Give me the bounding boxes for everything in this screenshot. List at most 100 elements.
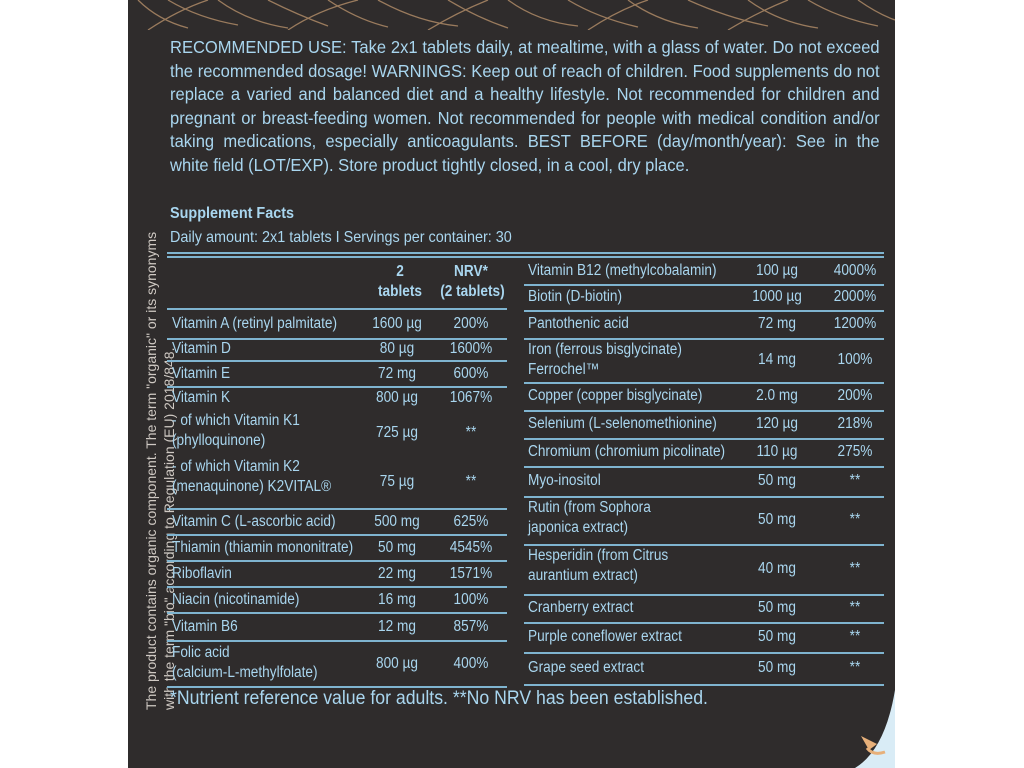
right-row-11-rule (524, 652, 884, 654)
left-row-9-rule (167, 612, 507, 614)
right-row-2-name: Pantothenic acid (528, 315, 629, 332)
right-row-8-name: Rutin (from Sophora (528, 499, 651, 516)
right-row-1-name: Biotin (D-biotin) (528, 288, 622, 305)
right-row-8-name2: japonica extract) (528, 519, 629, 536)
left-row-9-nrv: 100% (453, 591, 489, 608)
right-row-0-rule (524, 284, 884, 286)
left-row-3-name: Vitamin K (172, 389, 231, 406)
right-row-7-name: Myo-inositol (528, 472, 601, 489)
left-row-7-name: Thiamin (thiamin mononitrate) (172, 539, 354, 556)
left-row-8-amount: 22 mg (378, 565, 416, 582)
right-row-9-name2: aurantium extract) (528, 567, 638, 584)
right-row-5-rule (524, 438, 884, 440)
left-row-0-rule (167, 338, 507, 340)
right-row-6-rule (524, 466, 884, 468)
right-row-6-name: Chromium (chromium picolinate) (528, 443, 726, 460)
left-row-2-amount: 72 mg (378, 365, 416, 382)
left-row-5-name2: (menaquinone) K2VITAL® (172, 478, 332, 495)
right-row-6-nrv: 275% (837, 443, 873, 460)
left-row-2-nrv: 600% (453, 365, 489, 382)
header-amount-unit: tablets (378, 283, 422, 300)
right-row-7-rule (524, 496, 884, 498)
right-row-5-amount: 120 µg (756, 415, 798, 432)
right-row-10-name: Cranberry extract (528, 599, 634, 616)
right-row-3-name2: Ferrochel™ (528, 361, 600, 378)
right-row-0-nrv: 4000% (833, 262, 877, 279)
left-row-6-nrv: 625% (453, 513, 489, 530)
left-row-2-rule (167, 386, 507, 388)
left-row-4-amount: 725 µg (376, 424, 418, 441)
right-row-10-nrv: ** (849, 599, 861, 616)
left-row-10-amount: 12 mg (378, 618, 416, 635)
right-row-1-nrv: 2000% (833, 288, 877, 305)
right-row-11-nrv: ** (849, 628, 861, 645)
header-nrv: NRV* (454, 263, 488, 280)
left-row-8-name: Riboflavin (172, 565, 232, 582)
right-row-3-nrv: 100% (837, 351, 873, 368)
right-row-12-rule (524, 684, 884, 686)
right-row-4-rule (524, 410, 884, 412)
right-row-12-name: Grape seed extract (528, 659, 645, 676)
right-row-7-nrv: ** (849, 472, 861, 489)
right-row-3-rule (524, 382, 884, 384)
right-row-0-name: Vitamin B12 (methylcobalamin) (528, 262, 717, 279)
left-row-1-amount: 80 µg (379, 340, 415, 357)
left-row-7-nrv: 4545% (449, 539, 493, 556)
left-row-11-rule (167, 686, 507, 688)
left-row-5-name: - of which Vitamin K2 (172, 458, 300, 475)
right-row-3-amount: 14 mg (758, 351, 796, 368)
right-row-11-name: Purple coneflower extract (528, 628, 682, 645)
right-row-9-amount: 40 mg (758, 560, 796, 577)
right-row-4-amount: 2.0 mg (756, 387, 798, 404)
right-row-4-name: Copper (copper bisglycinate) (528, 387, 703, 404)
left-row-7-rule (167, 560, 507, 562)
right-row-10-amount: 50 mg (758, 599, 796, 616)
right-row-5-name: Selenium (L-selenomethionine) (528, 415, 717, 432)
left-row-1-name: Vitamin D (172, 340, 231, 357)
right-row-8-rule (524, 544, 884, 546)
left-row-7-amount: 50 mg (378, 539, 416, 556)
left-row-6-amount: 500 mg (374, 513, 420, 530)
right-row-6-amount: 110 µg (756, 443, 798, 460)
right-row-9-rule (524, 594, 884, 596)
right-row-1-rule (524, 310, 884, 312)
left-row-8-nrv: 1571% (449, 565, 493, 582)
right-row-2-rule (524, 338, 884, 340)
left-row-3-nrv: 1067% (449, 389, 493, 406)
right-row-11-amount: 50 mg (758, 628, 796, 645)
right-row-8-nrv: ** (849, 511, 861, 528)
left-row-11-nrv: 400% (453, 655, 489, 672)
left-row-10-rule (167, 640, 507, 642)
left-row-4-name2: (phylloquinone) (172, 432, 266, 449)
decorative-pattern (137, 0, 895, 30)
nrv-footnote: *Nutrient reference value for adults. **… (170, 688, 708, 709)
left-row-4-nrv: ** (465, 424, 477, 441)
left-row-10-nrv: 857% (453, 618, 489, 635)
left-row-9-amount: 16 mg (378, 591, 416, 608)
right-row-4-nrv: 200% (837, 387, 873, 404)
right-row-12-amount: 50 mg (758, 659, 796, 676)
left-row-11-name: Folic acid (172, 644, 230, 661)
right-row-2-amount: 72 mg (758, 315, 796, 332)
table-top-rule (167, 252, 884, 254)
left-header-rule (167, 308, 507, 310)
left-row-11-name2: (calcium-L-methylfolate) (172, 664, 318, 681)
right-row-2-nrv: 1200% (833, 315, 877, 332)
supplement-facts-title: Supplement Facts (170, 205, 295, 222)
table-top-rule-2 (167, 256, 884, 258)
left-row-3-amount: 800 µg (376, 389, 418, 406)
peel-corner-icon (855, 690, 895, 768)
left-row-6-name: Vitamin C (L-ascorbic acid) (172, 513, 336, 530)
right-row-9-name: Hesperidin (from Citrus (528, 547, 669, 564)
left-row-5-amount: 75 µg (379, 473, 415, 490)
left-row-2-name: Vitamin E (172, 365, 231, 382)
left-row-1-nrv: 1600% (449, 340, 493, 357)
right-row-1-amount: 1000 µg (752, 288, 802, 305)
supplement-facts-subtitle: Daily amount: 2x1 tablets I Servings per… (170, 229, 512, 246)
vertical-note-line1: The product contains organic component. … (143, 231, 159, 710)
left-row-0-nrv: 200% (453, 315, 489, 332)
right-row-7-amount: 50 mg (758, 472, 796, 489)
left-row-5-nrv: ** (465, 473, 477, 490)
right-row-9-nrv: ** (849, 560, 861, 577)
left-row-11-amount: 800 µg (376, 655, 418, 672)
